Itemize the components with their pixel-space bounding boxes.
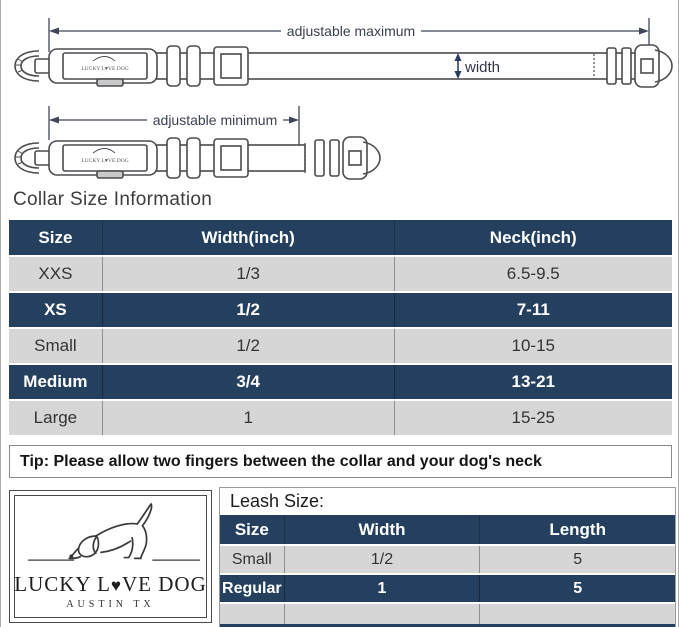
collar-header-width: Width(inch)	[101, 220, 394, 255]
brand-name: LUCKY L♥VE DOG	[14, 574, 206, 595]
table-cell: 1/2	[101, 329, 394, 363]
collar-tag-text: LUCKY L♥VE DOG	[81, 66, 128, 72]
collar-table-header-row: Size Width(inch) Neck(inch)	[9, 220, 672, 255]
leash-size-panel: Leash Size: Size Width Length Small 1/2 5 R…	[219, 487, 676, 627]
table-cell: 1/2	[283, 546, 480, 573]
table-cell: 1	[283, 575, 480, 602]
brand-location: AUSTIN TX	[66, 599, 155, 610]
width-arrow-icon	[454, 53, 462, 79]
table-cell: 1/2	[101, 293, 394, 327]
table-row: Regular 1 5	[220, 575, 675, 602]
adjustable-minimum-label: adjustable minimum	[153, 112, 278, 128]
brand-logo-box: LUCKY L♥VE DOG AUSTIN TX	[9, 490, 212, 623]
collar-size-table: Size Width(inch) Neck(inch) XXS 1/3 6.5-9.…	[9, 218, 672, 437]
collar-diagram-minimum: adjustable minimum LUCKY L♥VE DOG	[14, 106, 381, 180]
table-cell: 5	[479, 575, 675, 602]
leash-table-clipped-row-edge	[220, 624, 675, 627]
table-row	[220, 604, 675, 627]
table-cell: 1	[101, 401, 394, 435]
leash-header-width: Width	[283, 515, 480, 544]
table-cell: 13-21	[393, 365, 672, 399]
table-cell: 10-15	[393, 329, 672, 363]
table-cell: 6.5-9.5	[393, 257, 672, 291]
table-cell: 7-11	[393, 293, 672, 327]
table-cell: 1/3	[101, 257, 394, 291]
collar-header-size: Size	[9, 220, 102, 255]
table-row: Medium 3/4 13-21	[9, 365, 672, 399]
table-cell: XXS	[9, 257, 102, 291]
brand-name-prefix: LUCKY L	[14, 572, 111, 596]
brand-logo-inner-frame: LUCKY L♥VE DOG AUSTIN TX	[14, 495, 207, 618]
table-cell: XS	[9, 293, 102, 327]
table-cell: Regular	[220, 575, 284, 602]
table-cell: Small	[220, 546, 284, 573]
table-row: XS 1/2 7-11	[9, 293, 672, 327]
table-cell: 15-25	[393, 401, 672, 435]
table-cell	[220, 604, 284, 627]
leash-section-title: Leash Size:	[230, 491, 325, 511]
leash-size-table: Size Width Length Small 1/2 5 Regular 1 5	[220, 513, 675, 627]
brand-name-suffix: VE DOG	[122, 572, 207, 596]
table-cell	[479, 604, 675, 627]
collar-tip-note: Tip: Please allow two fingers between th…	[9, 445, 672, 478]
table-cell: Medium	[9, 365, 102, 399]
adjustable-maximum-label: adjustable maximum	[287, 23, 415, 39]
collar-section-title: Collar Size Information	[13, 189, 213, 210]
dog-illustration-icon	[27, 502, 201, 561]
table-row: Small 1/2 10-15	[9, 329, 672, 363]
table-row: Large 1 15-25	[9, 401, 672, 435]
leash-header-size: Size	[220, 515, 284, 544]
collar-tag-text: LUCKY L♥VE DOG	[81, 158, 128, 164]
table-cell: Small	[9, 329, 102, 363]
collar-diagram-maximum: adjustable maximum	[14, 18, 673, 88]
heart-icon: ♥	[110, 576, 122, 595]
table-cell: Large	[9, 401, 102, 435]
table-row: XXS 1/3 6.5-9.5	[9, 257, 672, 291]
table-cell	[283, 604, 480, 627]
table-row: Small 1/2 5	[220, 546, 675, 573]
collar-header-neck: Neck(inch)	[393, 220, 672, 255]
width-label: width	[464, 59, 500, 76]
leash-header-length: Length	[479, 515, 675, 544]
table-cell: 5	[479, 546, 675, 573]
table-cell: 3/4	[101, 365, 394, 399]
leash-table-header-row: Size Width Length	[220, 515, 675, 544]
